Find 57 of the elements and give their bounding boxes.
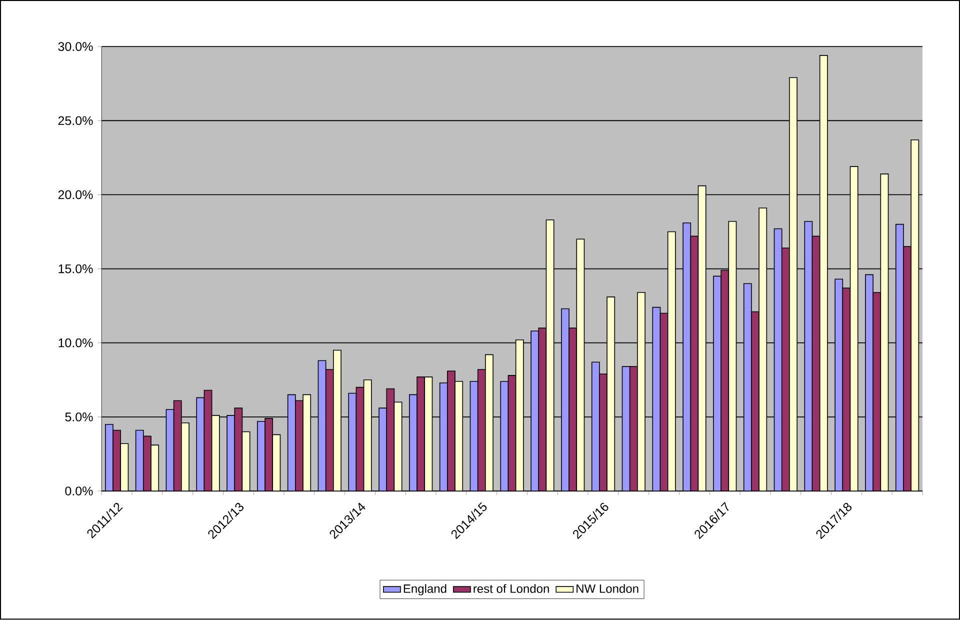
y-tick-label: 25.0% bbox=[58, 116, 93, 126]
y-tick-label: 20.0% bbox=[58, 190, 93, 200]
bar bbox=[834, 278, 844, 492]
legend-label: NW London bbox=[576, 584, 638, 594]
bar bbox=[272, 434, 281, 492]
bar bbox=[804, 221, 813, 492]
bar bbox=[363, 380, 372, 492]
bar bbox=[211, 415, 220, 492]
bar bbox=[812, 236, 820, 492]
bar bbox=[872, 292, 882, 492]
bar bbox=[439, 382, 448, 492]
bar bbox=[500, 381, 509, 492]
y-tick-label: 10.0% bbox=[58, 338, 93, 348]
bar bbox=[508, 375, 516, 492]
bar bbox=[287, 394, 296, 492]
bar bbox=[622, 366, 630, 492]
bar bbox=[728, 221, 737, 492]
bar bbox=[173, 400, 182, 492]
bar bbox=[515, 340, 524, 492]
legend-label: rest of London bbox=[474, 584, 549, 594]
y-tick-label: 15.0% bbox=[58, 264, 93, 274]
bar bbox=[698, 186, 706, 492]
bar bbox=[690, 236, 699, 492]
bar bbox=[546, 220, 554, 492]
bar bbox=[591, 362, 600, 492]
bar bbox=[667, 232, 676, 492]
bar bbox=[629, 366, 638, 492]
bar bbox=[424, 376, 433, 492]
bar bbox=[348, 393, 357, 492]
bar bbox=[196, 397, 205, 492]
bar bbox=[576, 238, 585, 492]
bar bbox=[660, 313, 668, 492]
bar bbox=[234, 408, 243, 492]
legend-label: England bbox=[404, 584, 446, 596]
bar bbox=[204, 390, 212, 492]
bar bbox=[394, 402, 402, 492]
bar bbox=[652, 307, 661, 492]
bar bbox=[386, 388, 395, 492]
bar bbox=[325, 369, 334, 492]
y-tick-label: 30.0% bbox=[58, 42, 93, 52]
bar bbox=[135, 430, 144, 492]
bar bbox=[758, 208, 768, 492]
bar bbox=[356, 387, 364, 492]
bar bbox=[910, 140, 920, 492]
bar bbox=[477, 369, 486, 492]
bar bbox=[470, 381, 478, 492]
bar bbox=[842, 288, 851, 492]
bar bbox=[774, 228, 782, 492]
bar bbox=[850, 166, 858, 492]
bar bbox=[166, 409, 174, 492]
bar bbox=[538, 328, 547, 492]
y-tick-label: 0.0% bbox=[65, 486, 93, 496]
bar bbox=[880, 174, 889, 492]
bar bbox=[120, 443, 129, 492]
y-tick-label: 5.0% bbox=[65, 412, 93, 422]
bar bbox=[242, 432, 250, 492]
bar bbox=[318, 360, 326, 492]
